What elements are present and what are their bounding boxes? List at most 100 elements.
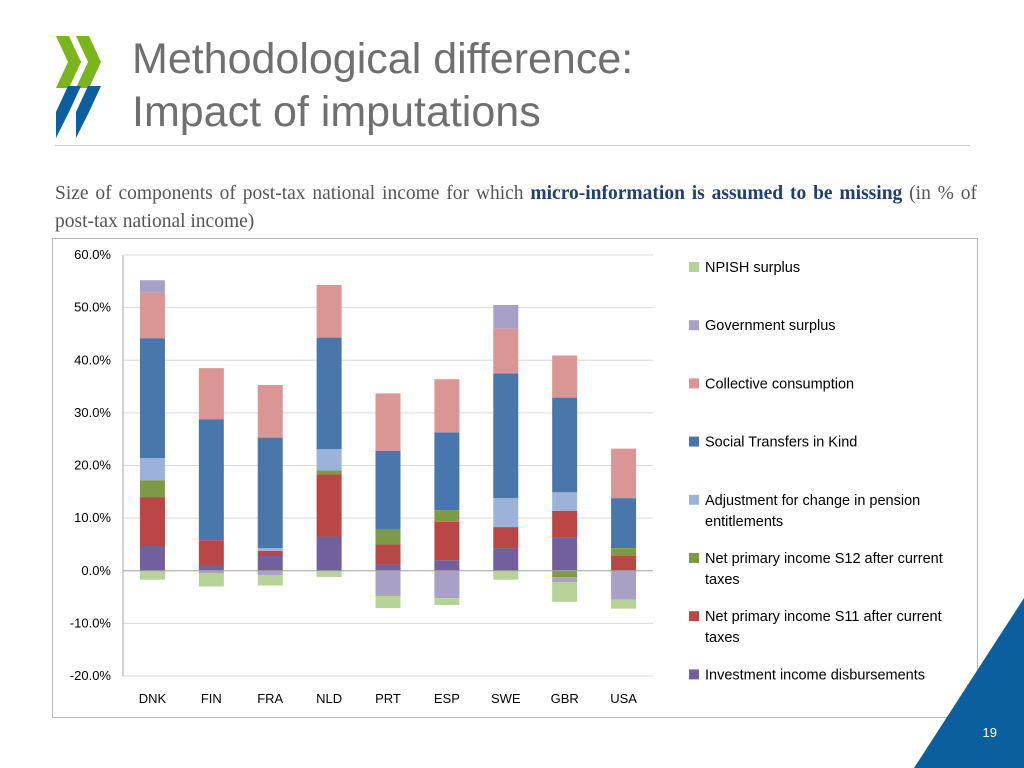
bar-segment <box>375 544 401 565</box>
title-divider <box>55 145 970 146</box>
legend-label: Net primary income S11 after current taxe… <box>705 609 942 646</box>
y-tick-label: 50.0% <box>74 300 111 315</box>
bar-segment <box>434 570 460 599</box>
bar-segment <box>552 537 578 571</box>
y-tick-label: 20.0% <box>74 458 111 473</box>
page-title-line-2: Impact of imputations <box>132 88 541 136</box>
bar-segment <box>316 337 342 450</box>
bar-segment <box>139 497 165 547</box>
description-text: Size of components of post-tax national … <box>55 183 524 204</box>
logo-blue-chevron <box>56 86 81 138</box>
logo-green-chevron <box>76 36 101 88</box>
y-tick-label: 40.0% <box>74 352 111 367</box>
legend-label: NPISH surplus <box>705 260 800 276</box>
bar-segment <box>139 338 165 459</box>
y-tick-label: 30.0% <box>74 405 111 420</box>
bar-segment <box>611 548 637 557</box>
bar-segment <box>198 540 224 566</box>
legend-swatch <box>689 378 699 389</box>
bar-segment <box>493 548 519 571</box>
legend-swatch <box>689 436 699 447</box>
bar-segment <box>552 577 578 583</box>
legend-swatch <box>689 669 699 680</box>
bar-segment <box>493 328 519 374</box>
bar-segment <box>434 560 460 571</box>
bar-segment <box>493 570 519 580</box>
y-tick-label: 60.0% <box>74 247 111 262</box>
y-tick-label: 0.0% <box>81 563 111 578</box>
bar-segment <box>611 599 637 609</box>
bar-segment <box>139 292 165 339</box>
bar-segment <box>198 565 224 571</box>
bar-segment <box>434 379 460 433</box>
legend-label: Collective consumption <box>705 376 854 392</box>
x-tick-label: PRT <box>375 691 401 706</box>
description-emphasis: micro-information is assumed to be missi… <box>530 183 903 204</box>
bar-segment <box>611 556 637 571</box>
bar-segment <box>611 448 637 499</box>
corner-decoration <box>914 598 1024 768</box>
bar-segment <box>316 449 342 471</box>
legend-label: Social Transfers in Kind <box>705 435 857 451</box>
oecd-logo-icon <box>56 36 101 138</box>
x-tick-label: DNK <box>139 691 167 706</box>
bar-segment <box>434 521 460 561</box>
x-tick-label: FRA <box>257 691 283 706</box>
bar-segment <box>611 570 637 600</box>
chart-container: -20.0% -10.0% 0.0% 10.0% 20.0% 30.0% 40.0% 50.0… <box>52 238 978 718</box>
x-tick-label: ESP <box>434 691 460 706</box>
bar-segment <box>316 474 342 537</box>
page-title-line-1: Methodological difference: <box>132 35 634 83</box>
bar-segment <box>434 598 460 605</box>
x-tick-label: NLD <box>316 691 342 706</box>
bar-segment <box>257 550 283 557</box>
bar-segment <box>316 536 342 571</box>
bar-segment <box>139 280 165 293</box>
stacked-bar-chart: -20.0% -10.0% 0.0% 10.0% 20.0% 30.0% 40.0% 50.0… <box>70 247 943 706</box>
bar-segment <box>375 596 401 609</box>
x-tick-label: GBR <box>551 691 579 706</box>
bar-segment <box>257 574 283 586</box>
page-number: 19 <box>982 725 997 740</box>
logo-blue-chevron <box>76 86 101 138</box>
chart-description: Size of components of post-tax national … <box>55 180 977 236</box>
bar-segment <box>198 573 224 587</box>
bar-segment <box>198 368 224 420</box>
legend-label: Government surplus <box>705 318 836 334</box>
y-tick-label: -20.0% <box>70 668 112 683</box>
legend-swatch <box>689 553 699 563</box>
bar-segment <box>375 529 401 545</box>
legend-swatch <box>689 320 699 331</box>
bar-segment <box>257 570 283 575</box>
legend-label: Net primary income S12 after current taxe… <box>705 551 943 588</box>
bar-segment <box>139 480 165 498</box>
y-tick-label: 10.0% <box>74 510 111 525</box>
legend-label: Investment income disbursements <box>705 667 925 683</box>
bar-segment <box>552 570 578 578</box>
legend-swatch <box>689 611 699 622</box>
bar-segment <box>257 437 283 549</box>
bar-segment <box>316 570 342 578</box>
bar-segment <box>375 450 401 530</box>
bar-segment <box>198 419 224 541</box>
bar-segment <box>257 556 283 571</box>
bar-segment <box>552 492 578 511</box>
x-tick-label: FIN <box>201 691 222 706</box>
legend-label: Adjustment for change in pension entitlem… <box>705 493 920 530</box>
legend-swatch <box>689 494 699 505</box>
bar-segment <box>493 373 519 499</box>
bar-segment <box>257 548 283 551</box>
bar-segment <box>375 393 401 451</box>
bar-segment <box>493 304 519 329</box>
bar-segment <box>375 570 401 597</box>
bar-segment <box>139 458 165 481</box>
bar-segment <box>257 384 283 438</box>
bar-segment <box>434 432 460 511</box>
bar-segment <box>552 397 578 493</box>
bar-segment <box>434 510 460 522</box>
x-tick-label: USA <box>610 691 637 706</box>
x-tick-label: SWE <box>491 691 521 706</box>
bar-segment <box>139 570 165 580</box>
bar-segment <box>139 546 165 571</box>
bar-segment <box>198 570 224 574</box>
